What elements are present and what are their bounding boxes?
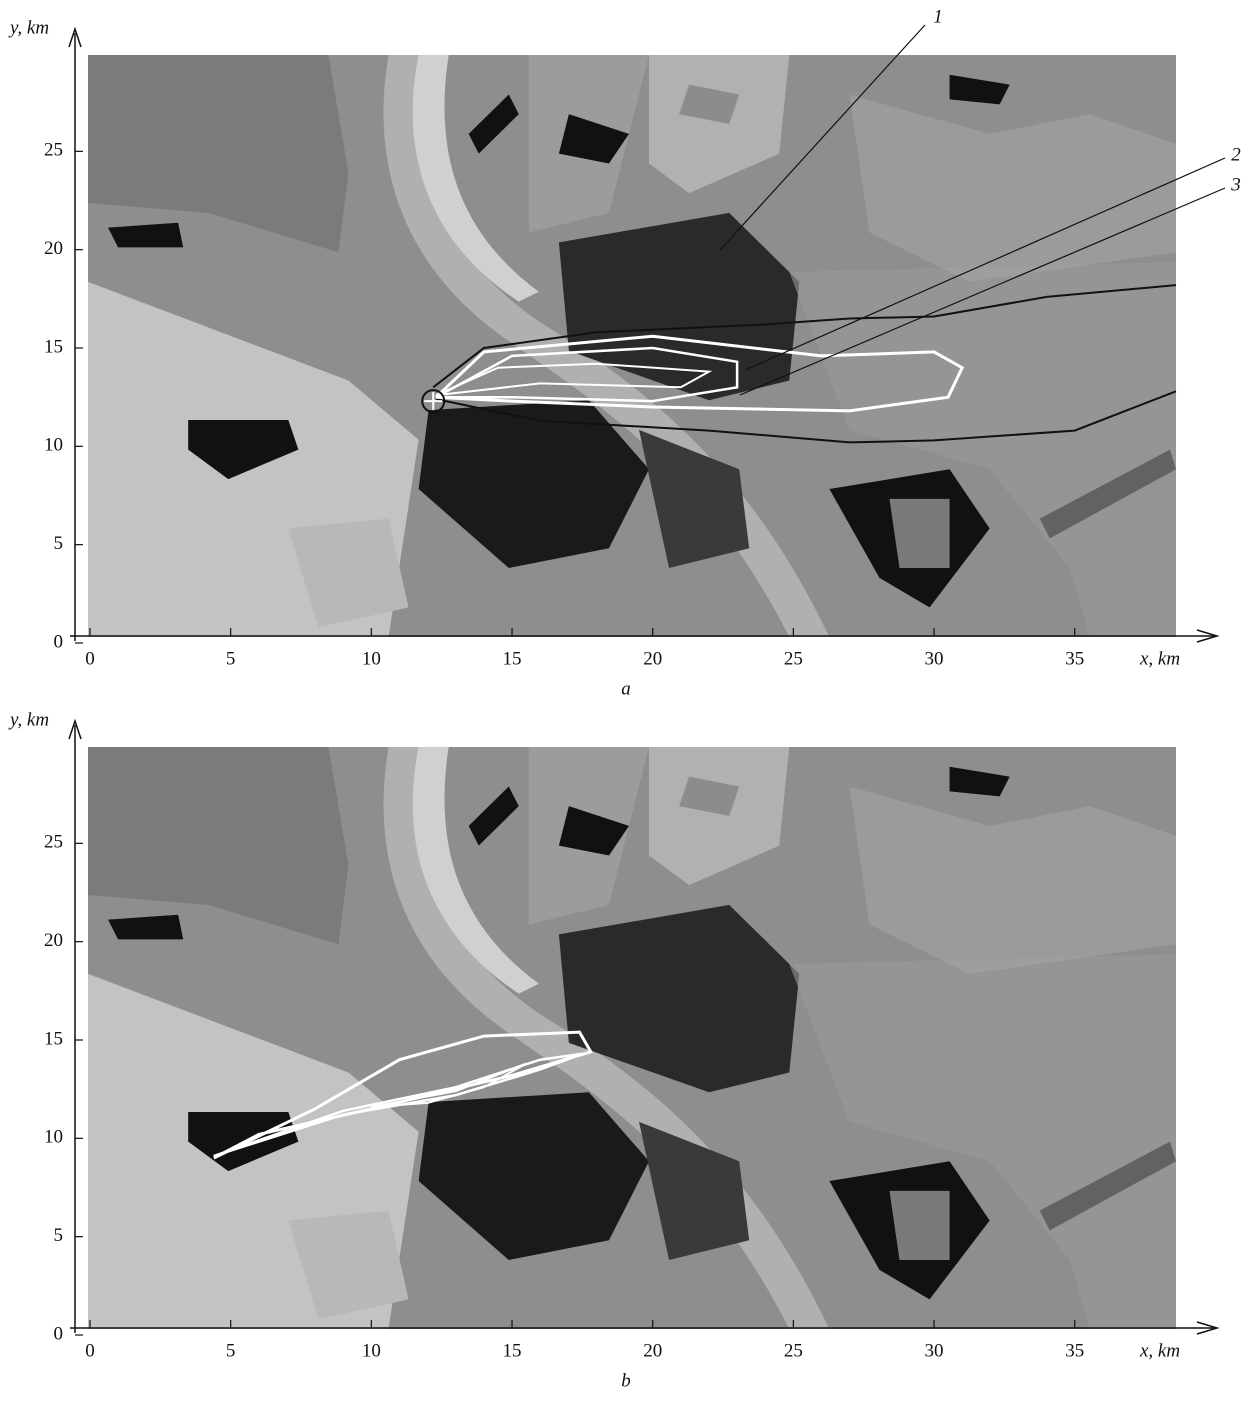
curve-label: 2: [1231, 144, 1241, 165]
x-tick-label: 5: [226, 648, 236, 669]
x-tick-label: 0: [85, 1340, 95, 1361]
contour: [435, 334, 965, 413]
x-tick-label: 10: [362, 1340, 381, 1361]
source-marker: [424, 392, 443, 411]
x-tick-label: 25: [784, 1340, 803, 1361]
x-tick-label: 5: [226, 1340, 236, 1361]
x-tick-label: 20: [643, 1340, 662, 1361]
y-tick-label: 10: [44, 435, 63, 456]
y-tick-label: 0: [54, 1323, 64, 1344]
x-tick-label: 20: [643, 648, 662, 669]
x-axis-arrow: [1196, 1321, 1220, 1335]
x-tick-label: 10: [362, 648, 381, 669]
y-tick-label: 10: [44, 1127, 63, 1148]
panel-caption: b: [621, 1370, 631, 1391]
contour: [435, 346, 739, 403]
x-axis-arrow: [1196, 629, 1220, 643]
panel-caption: a: [621, 678, 631, 699]
x-tick-label: 30: [925, 1340, 944, 1361]
x-tick-label: 15: [503, 1340, 522, 1361]
y-axis-label: y, km: [8, 17, 49, 38]
x-tick-label: 15: [503, 648, 522, 669]
x-axis-label: x, km: [1139, 648, 1180, 669]
y-tick-label: 20: [44, 930, 63, 951]
curve-label: 3: [1230, 174, 1241, 195]
x-tick-label: 30: [925, 648, 944, 669]
plume-boundary: [435, 390, 1177, 444]
source-marker: [421, 389, 446, 414]
x-axis-label: x, km: [1139, 1340, 1180, 1361]
x-tick-label: 35: [1065, 1340, 1084, 1361]
contour: [371, 1062, 527, 1108]
y-tick-label: 5: [54, 533, 64, 554]
leader-line: [719, 24, 926, 251]
y-axis-label: y, km: [8, 709, 49, 730]
leader-line: [744, 157, 1226, 371]
y-tick-label: 0: [54, 631, 64, 652]
panel: 0 5 10 15 20 25 30 35 0 5 10 15 20 25 x, km y, km b: [8, 709, 1220, 1391]
y-tick-label: 15: [44, 336, 63, 357]
contour: [213, 1052, 583, 1158]
leader-line: [739, 187, 1226, 396]
curve-label: 1: [933, 6, 943, 27]
plume-boundary: [432, 284, 1177, 389]
terrain-map: [88, 55, 1176, 637]
panel: 0 5 10 15 20 25 30 35 0 5 10 15 20 25 x, km y, km a 1 2 3: [8, 6, 1241, 699]
y-tick-label: 25: [44, 140, 63, 161]
x-tick-label: 35: [1065, 648, 1084, 669]
y-tick-label: 5: [54, 1225, 64, 1246]
y-axis-arrow: [68, 718, 82, 740]
y-tick-label: 20: [44, 238, 63, 259]
y-axis-arrow: [68, 26, 82, 48]
x-tick-label: 0: [85, 648, 95, 669]
y-tick-label: 25: [44, 832, 63, 853]
y-tick-label: 15: [44, 1028, 63, 1049]
terrain-map: [88, 747, 1176, 1329]
x-tick-label: 25: [784, 648, 803, 669]
contour: [435, 362, 713, 397]
